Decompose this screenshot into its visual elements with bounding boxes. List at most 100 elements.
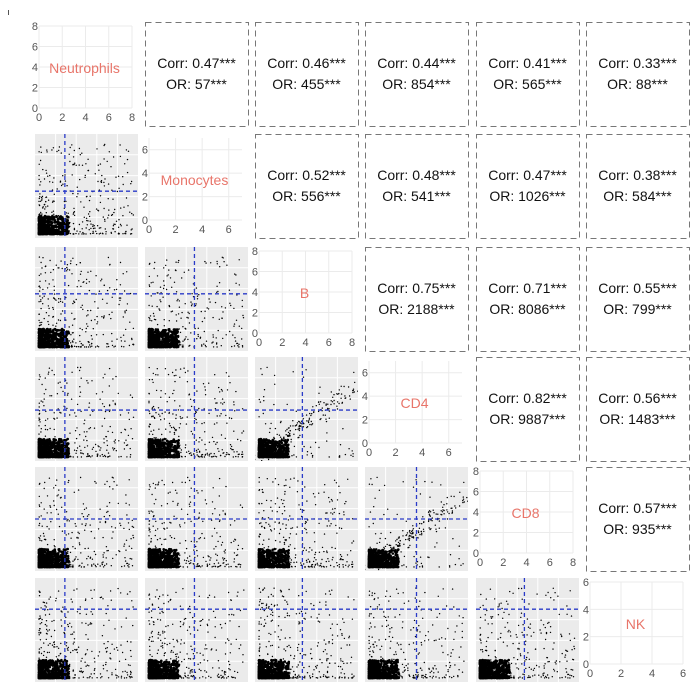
scatter-point [113,346,115,348]
scatter-point [85,435,87,438]
scatter-point [290,438,292,441]
scatter-point [88,289,91,292]
scatter-point [65,212,68,214]
scatter-point [114,231,116,233]
scatter-point [47,205,49,207]
scatter-point [72,156,75,158]
scatter-point [233,401,235,403]
scatter-point [96,315,98,318]
scatter-point [173,331,177,335]
scatter-point [163,267,165,269]
scatter-point [163,319,165,321]
scatter-point [157,407,160,409]
scatter-point [39,200,42,202]
scatter-point [94,346,97,348]
scatter-point [160,390,162,392]
scatter-point [53,374,55,376]
scatter-point [232,334,234,336]
scatter-point [111,340,113,342]
scatter-point [178,456,180,458]
scatter-point [216,415,218,417]
scatter-point [66,227,69,230]
scatter-point [87,213,90,215]
scatter-point [164,452,168,455]
scatter-point [44,223,47,227]
scatter-point [38,378,40,381]
scatter-point [51,344,55,347]
scatter-point [130,229,132,231]
scatter-point [102,377,104,379]
scatter-point [242,317,245,319]
scatter-point [43,451,46,455]
scatter-point [40,345,44,349]
scatter-point [155,447,159,450]
scatter-point [126,444,129,446]
scatter-point [217,448,219,450]
scatter-point [188,450,190,452]
scatter-point [225,414,227,417]
scatter-point [176,444,180,447]
scatter-point [44,232,48,235]
scatter-point [198,294,200,296]
scatter-point [160,292,162,294]
scatter-point [72,341,74,343]
scatter-point [70,334,72,336]
scatter-point [126,303,129,305]
scatter-point [185,336,187,338]
scatter-point [198,456,200,458]
scatter-point [71,371,73,373]
scatter-point [56,345,59,349]
scatter-point [60,328,63,332]
scatter-point [76,196,78,198]
scatter-point [45,344,47,347]
scatter-point [216,260,218,263]
scatter-point [117,392,120,395]
or-label: OR: 57*** [166,76,227,92]
scatter-point [156,454,159,457]
scatter-point [242,430,245,432]
scatter-point [163,280,165,282]
scatter-point [85,233,87,235]
scatter-point [95,208,98,210]
scatter-point [114,402,116,405]
x-tick-label: 4 [199,224,205,236]
scatter-point [104,455,107,458]
scatter-point [44,419,47,421]
scatter-point [53,417,55,420]
scatter-point [62,175,64,177]
scatter-point [65,330,69,333]
scatter-point [172,439,175,442]
scatter-point [112,449,115,451]
scatter-point [42,303,44,305]
scatter-point [148,448,151,452]
scatter-point [214,301,217,304]
scatter-point [114,223,116,226]
scatter-point [201,345,203,347]
scatter-point [61,333,64,337]
scatter-point [39,336,43,340]
scatter-point [87,455,89,458]
scatter-point [48,283,50,285]
scatter-point [216,422,218,424]
scatter-point [105,231,107,233]
scatter-point [77,346,80,348]
scatter-point [186,381,189,383]
scatter-point [38,227,41,231]
scatter-point [81,221,84,223]
y-tick-label: 4 [473,507,479,519]
scatter-point [41,332,44,335]
y-tick-label: 4 [252,287,258,299]
scatter-point [46,342,50,345]
scatter-point [203,343,205,345]
scatter-point [178,306,181,308]
scatter-point [38,301,40,303]
scatter-point [183,271,185,273]
scatter-point [112,225,115,227]
scatter-point [241,345,244,347]
scatter-point [39,376,41,378]
scatter-point [119,223,122,226]
scatter-point [51,227,54,230]
scatter-point [215,343,218,345]
scatter-point [118,456,120,458]
scatter-point [208,455,210,457]
